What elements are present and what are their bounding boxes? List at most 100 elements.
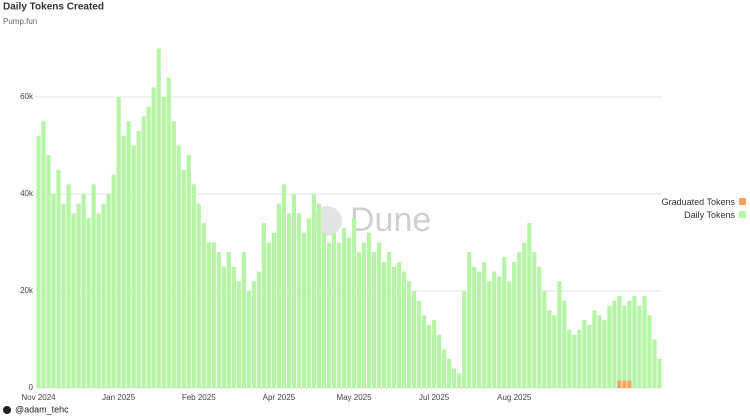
- bar: [427, 324, 432, 388]
- x-tick-label: Feb 2025: [182, 393, 216, 402]
- bar: [316, 203, 322, 388]
- bar: [652, 339, 657, 388]
- legend-label: Daily Tokens: [684, 210, 735, 220]
- bar: [517, 252, 522, 388]
- y-tick-label: 40k: [20, 189, 34, 198]
- bar: [447, 358, 452, 388]
- y-tick-label: 20k: [20, 286, 34, 295]
- bar: [281, 184, 286, 388]
- bar: [61, 203, 66, 388]
- bar: [116, 97, 121, 388]
- bar: [196, 203, 201, 388]
- bar: [412, 291, 417, 388]
- bar: [572, 334, 577, 388]
- bar: [627, 380, 632, 388]
- bar: [226, 252, 231, 388]
- bar: [632, 295, 637, 388]
- bar: [336, 242, 342, 388]
- bar: [91, 184, 96, 388]
- bar: [401, 271, 407, 388]
- bar: [622, 380, 627, 388]
- x-tick-label: May 2025: [336, 393, 372, 402]
- legend-label: Graduated Tokens: [661, 197, 735, 207]
- bar: [587, 324, 592, 388]
- bar: [216, 252, 221, 388]
- bar: [161, 97, 166, 388]
- x-tick-label: Aug 2025: [497, 393, 532, 402]
- bar: [602, 320, 607, 388]
- bar: [291, 194, 297, 388]
- bar: [557, 281, 562, 388]
- bar: [96, 213, 101, 388]
- bar: [597, 315, 602, 388]
- bar: [171, 121, 176, 388]
- bar: [522, 242, 527, 388]
- legend-swatch: [739, 198, 746, 205]
- bar: [381, 261, 387, 388]
- bar: [131, 145, 136, 388]
- y-tick-label: 0: [29, 383, 34, 392]
- bar: [376, 242, 382, 388]
- x-tick-label: Apr 2025: [263, 393, 296, 402]
- bar: [507, 281, 512, 388]
- bar: [236, 281, 241, 388]
- bar: [306, 218, 312, 388]
- legend-item[interactable]: Daily Tokens: [662, 209, 746, 222]
- bar: [46, 155, 51, 388]
- watermark-logo: [312, 206, 342, 236]
- bar: [417, 300, 422, 388]
- bar: [286, 213, 292, 388]
- bar: [657, 358, 662, 388]
- bar: [301, 232, 307, 388]
- bar: [211, 242, 216, 388]
- credit: @adam_tehc: [15, 404, 69, 414]
- credit-icon: [3, 406, 11, 414]
- bar: [271, 232, 276, 388]
- bar: [437, 334, 442, 388]
- watermark: Dune: [350, 201, 431, 239]
- bar: [361, 242, 367, 388]
- bar: [156, 48, 161, 388]
- bar: [201, 223, 206, 388]
- legend-item[interactable]: Graduated Tokens: [662, 196, 746, 209]
- bar: [552, 315, 557, 388]
- y-tick-label: 60k: [20, 92, 34, 101]
- bar: [386, 252, 392, 388]
- bar: [442, 349, 447, 388]
- bar: [452, 368, 457, 388]
- bar: [76, 203, 81, 388]
- x-tick-label: Jul 2025: [419, 393, 450, 402]
- bar: [371, 252, 377, 388]
- bar: [391, 266, 397, 388]
- bar: [101, 203, 106, 388]
- bar: [567, 329, 572, 388]
- bar: [151, 87, 156, 389]
- bar: [467, 252, 472, 388]
- bar: [472, 266, 477, 388]
- bar: [527, 223, 532, 388]
- bar: [246, 291, 251, 388]
- bar: [241, 252, 246, 388]
- bar: [191, 184, 196, 388]
- bar: [607, 305, 612, 388]
- bar: [341, 227, 347, 388]
- bar: [617, 380, 622, 388]
- bar: [231, 266, 236, 388]
- bar: [166, 77, 171, 388]
- bar: [111, 174, 116, 388]
- bar: [141, 116, 146, 389]
- bar: [457, 373, 462, 388]
- bar: [647, 315, 652, 388]
- bar: [462, 291, 467, 388]
- bar: [642, 295, 647, 388]
- bar: [622, 305, 627, 388]
- bar: [422, 315, 427, 388]
- bar: [487, 281, 492, 388]
- legend: Graduated Tokens Daily Tokens: [662, 196, 746, 222]
- bar: [146, 106, 151, 388]
- bar: [627, 300, 632, 388]
- x-tick-label: Nov 2024: [21, 393, 56, 402]
- bar: [612, 300, 617, 388]
- bar: [477, 271, 482, 388]
